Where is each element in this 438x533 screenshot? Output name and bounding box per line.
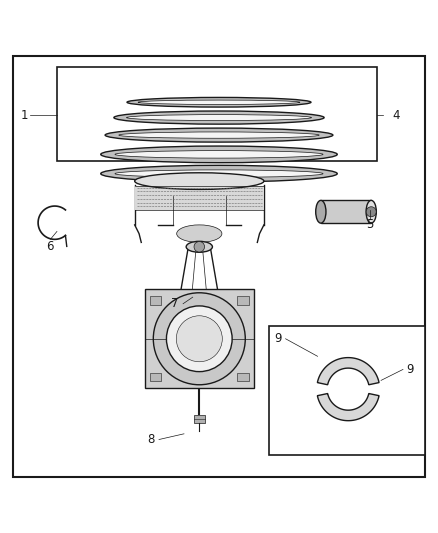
Text: 5: 5 <box>367 219 374 231</box>
Bar <box>237 296 249 305</box>
Bar <box>237 373 249 382</box>
Ellipse shape <box>127 115 311 120</box>
Ellipse shape <box>127 98 311 107</box>
Bar <box>145 289 254 388</box>
Polygon shape <box>318 358 379 385</box>
Ellipse shape <box>115 170 323 177</box>
Bar <box>135 187 264 209</box>
Circle shape <box>166 306 232 372</box>
Text: 9: 9 <box>274 332 282 345</box>
Circle shape <box>194 241 205 252</box>
Ellipse shape <box>186 241 212 252</box>
Circle shape <box>153 293 245 385</box>
Ellipse shape <box>101 146 337 163</box>
Bar <box>321 200 371 223</box>
Ellipse shape <box>366 200 376 223</box>
Text: 4: 4 <box>392 109 400 122</box>
Ellipse shape <box>114 111 324 124</box>
Text: 1: 1 <box>20 109 28 122</box>
Ellipse shape <box>115 151 323 158</box>
Ellipse shape <box>105 128 333 142</box>
Text: 8: 8 <box>148 433 155 446</box>
Bar <box>150 373 161 382</box>
Text: 9: 9 <box>406 363 413 376</box>
Ellipse shape <box>138 100 300 104</box>
Circle shape <box>366 207 376 217</box>
Ellipse shape <box>101 165 337 182</box>
Bar <box>194 415 205 423</box>
Polygon shape <box>318 393 379 421</box>
Ellipse shape <box>177 225 222 243</box>
Ellipse shape <box>316 200 326 223</box>
Bar <box>57 67 377 161</box>
Circle shape <box>176 316 223 362</box>
Text: 6: 6 <box>46 240 54 253</box>
Ellipse shape <box>119 132 319 138</box>
Ellipse shape <box>135 173 264 189</box>
Text: 7: 7 <box>171 297 179 310</box>
Bar <box>269 326 425 455</box>
Bar <box>150 296 161 305</box>
